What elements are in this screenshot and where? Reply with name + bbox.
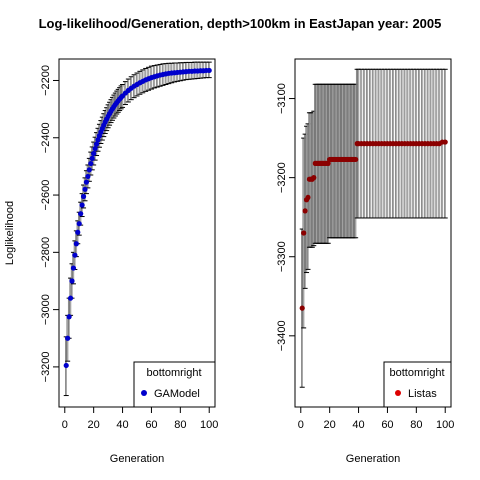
right-x-tick-label: 100 [436, 419, 454, 431]
left-data-point [92, 146, 98, 152]
left-data-point [72, 252, 78, 258]
right-x-axis-label: Generation [346, 453, 400, 465]
right-legend-title: bottomright [389, 367, 444, 379]
left-data-point [85, 173, 91, 180]
left-data-point [93, 141, 100, 147]
right-x-tick-label: 40 [352, 419, 364, 431]
left-data-point [89, 155, 95, 161]
left-data-point [83, 179, 90, 185]
left-y-tick-label: −2400 [40, 122, 52, 153]
left-x-tick-label: 40 [116, 419, 128, 431]
right-y-tick-label: −3300 [276, 241, 288, 272]
left-legend-title: bottomright [146, 367, 201, 379]
left-x-axis-label: Generation [110, 453, 164, 465]
right-legend: bottomright Listas [383, 361, 452, 408]
left-data-point [65, 335, 71, 341]
left-data-point [73, 241, 79, 247]
left-data-point [79, 202, 85, 208]
left-data-point [88, 160, 94, 167]
left-data-point [75, 229, 81, 235]
chart-title: Log-likelihood/Generation, depth>100km i… [39, 16, 442, 31]
right-legend-label: Listas [408, 388, 437, 400]
left-data-point [78, 211, 84, 217]
right-y-tick-label: −3400 [276, 320, 288, 351]
right-x-tick-label: 20 [324, 419, 336, 431]
right-y-tick-label: −3100 [276, 83, 288, 114]
left-data-point [70, 265, 77, 271]
left-data-point [66, 314, 72, 320]
right-data-point [353, 156, 359, 163]
left-legend-label: GAModel [154, 388, 200, 400]
left-x-tick-label: 0 [62, 419, 68, 431]
right-data-point [302, 208, 308, 214]
right-legend-marker [395, 390, 401, 396]
left-y-tick-label: −2600 [40, 180, 52, 211]
right-legend-box [383, 361, 452, 408]
left-y-tick-label: −3200 [40, 351, 52, 382]
right-data-point [311, 175, 317, 181]
right-x-tick-label: 80 [410, 419, 422, 431]
right-data-point [301, 230, 307, 236]
right-y-tick-label: −3200 [276, 162, 288, 193]
left-data-point [86, 167, 92, 173]
left-y-tick-label: −2800 [40, 237, 52, 268]
left-data-point [95, 137, 101, 143]
right-data-point [442, 139, 448, 145]
left-data-point [63, 362, 69, 369]
left-y-tick-label: −2200 [40, 65, 52, 96]
left-data-point [69, 278, 75, 284]
left-data-point [206, 67, 212, 74]
right-data-point [305, 194, 311, 201]
right-panel: −3400 −3300 −3200 −3100 0 20 40 60 80 100 Genera… [276, 58, 454, 465]
left-legend-marker [141, 390, 147, 396]
left-data-point [67, 295, 74, 301]
right-plot-frame [294, 58, 452, 408]
left-panel: −3200 −3000 −2800 −2600 −2400 −2200 0 20 40 60 80… [4, 58, 218, 465]
left-legend: bottomright GAModel [133, 361, 216, 408]
right-x-tick-label: 60 [381, 419, 393, 431]
left-x-tick-label: 100 [200, 419, 218, 431]
left-x-tick-label: 20 [88, 419, 100, 431]
left-legend-box [133, 361, 216, 408]
left-data-point [76, 221, 82, 227]
left-x-tick-label: 80 [174, 419, 186, 431]
left-y-tick-label: −3000 [40, 294, 52, 325]
right-data-point [299, 305, 305, 311]
left-data-point [91, 150, 97, 157]
right-x-tick-label: 0 [298, 419, 304, 431]
left-x-tick-label: 60 [145, 419, 157, 431]
left-data-point [82, 186, 88, 192]
left-y-axis-label: Loglikelihood [4, 201, 16, 265]
right-data-point [325, 160, 331, 166]
left-data-point [80, 193, 87, 200]
